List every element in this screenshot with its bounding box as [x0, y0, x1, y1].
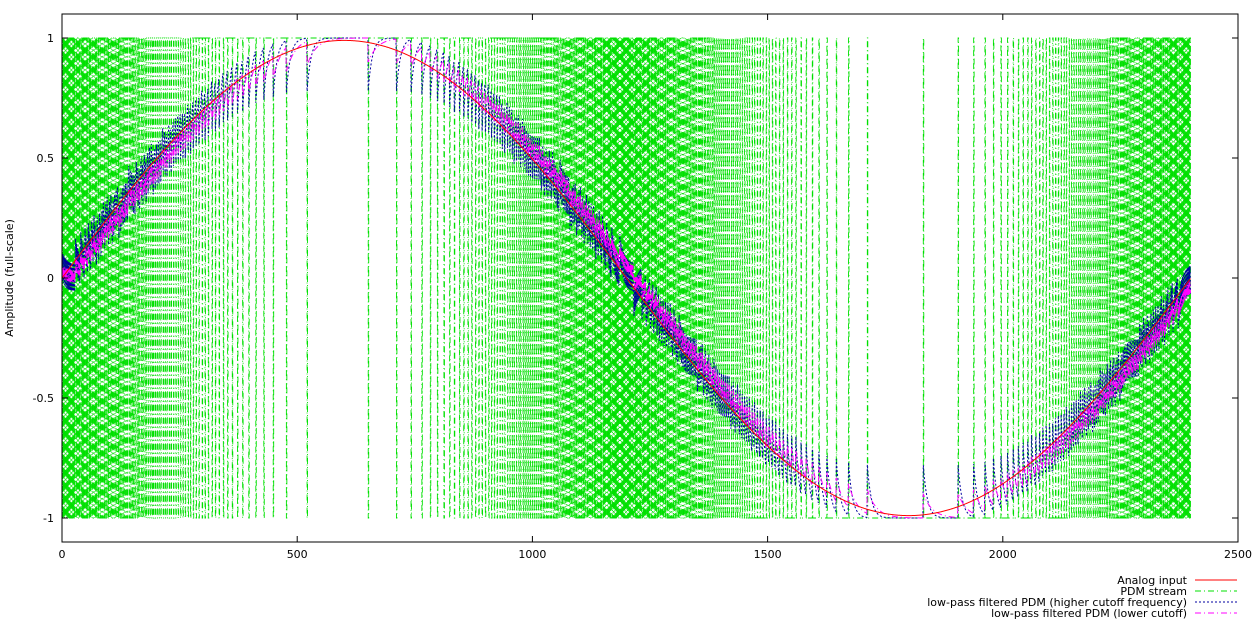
series-pdm-stream [62, 37, 1191, 519]
x-tick-label: 1500 [754, 548, 782, 561]
legend-label: low-pass filtered PDM (lower cutoff) [991, 607, 1187, 620]
series-layer [62, 37, 1191, 519]
y-tick-label: -1 [43, 512, 54, 525]
x-tick-label: 500 [287, 548, 308, 561]
axis-ticks: 0 500 1000 1500 2000 2500 1 0.5 0 -0.5 -1 [33, 14, 1252, 561]
x-tick-label: 2500 [1224, 548, 1252, 561]
x-tick-label: 2000 [989, 548, 1017, 561]
y-axis-label: Amplitude (full-scale) [3, 219, 16, 337]
legend-label: Analog input [1117, 574, 1187, 587]
series-analog-input [62, 39, 1191, 517]
y-tick-label: 0.5 [37, 152, 55, 165]
y-tick-label: 1 [47, 32, 54, 45]
x-tick-label: 1000 [518, 548, 546, 561]
x-tick-label: 0 [59, 548, 66, 561]
legend-label: low-pass filtered PDM (higher cutoff fre… [927, 596, 1187, 609]
y-tick-label: 0 [47, 272, 54, 285]
legend-label: PDM stream [1120, 585, 1187, 598]
y-tick-label: -0.5 [33, 392, 54, 405]
